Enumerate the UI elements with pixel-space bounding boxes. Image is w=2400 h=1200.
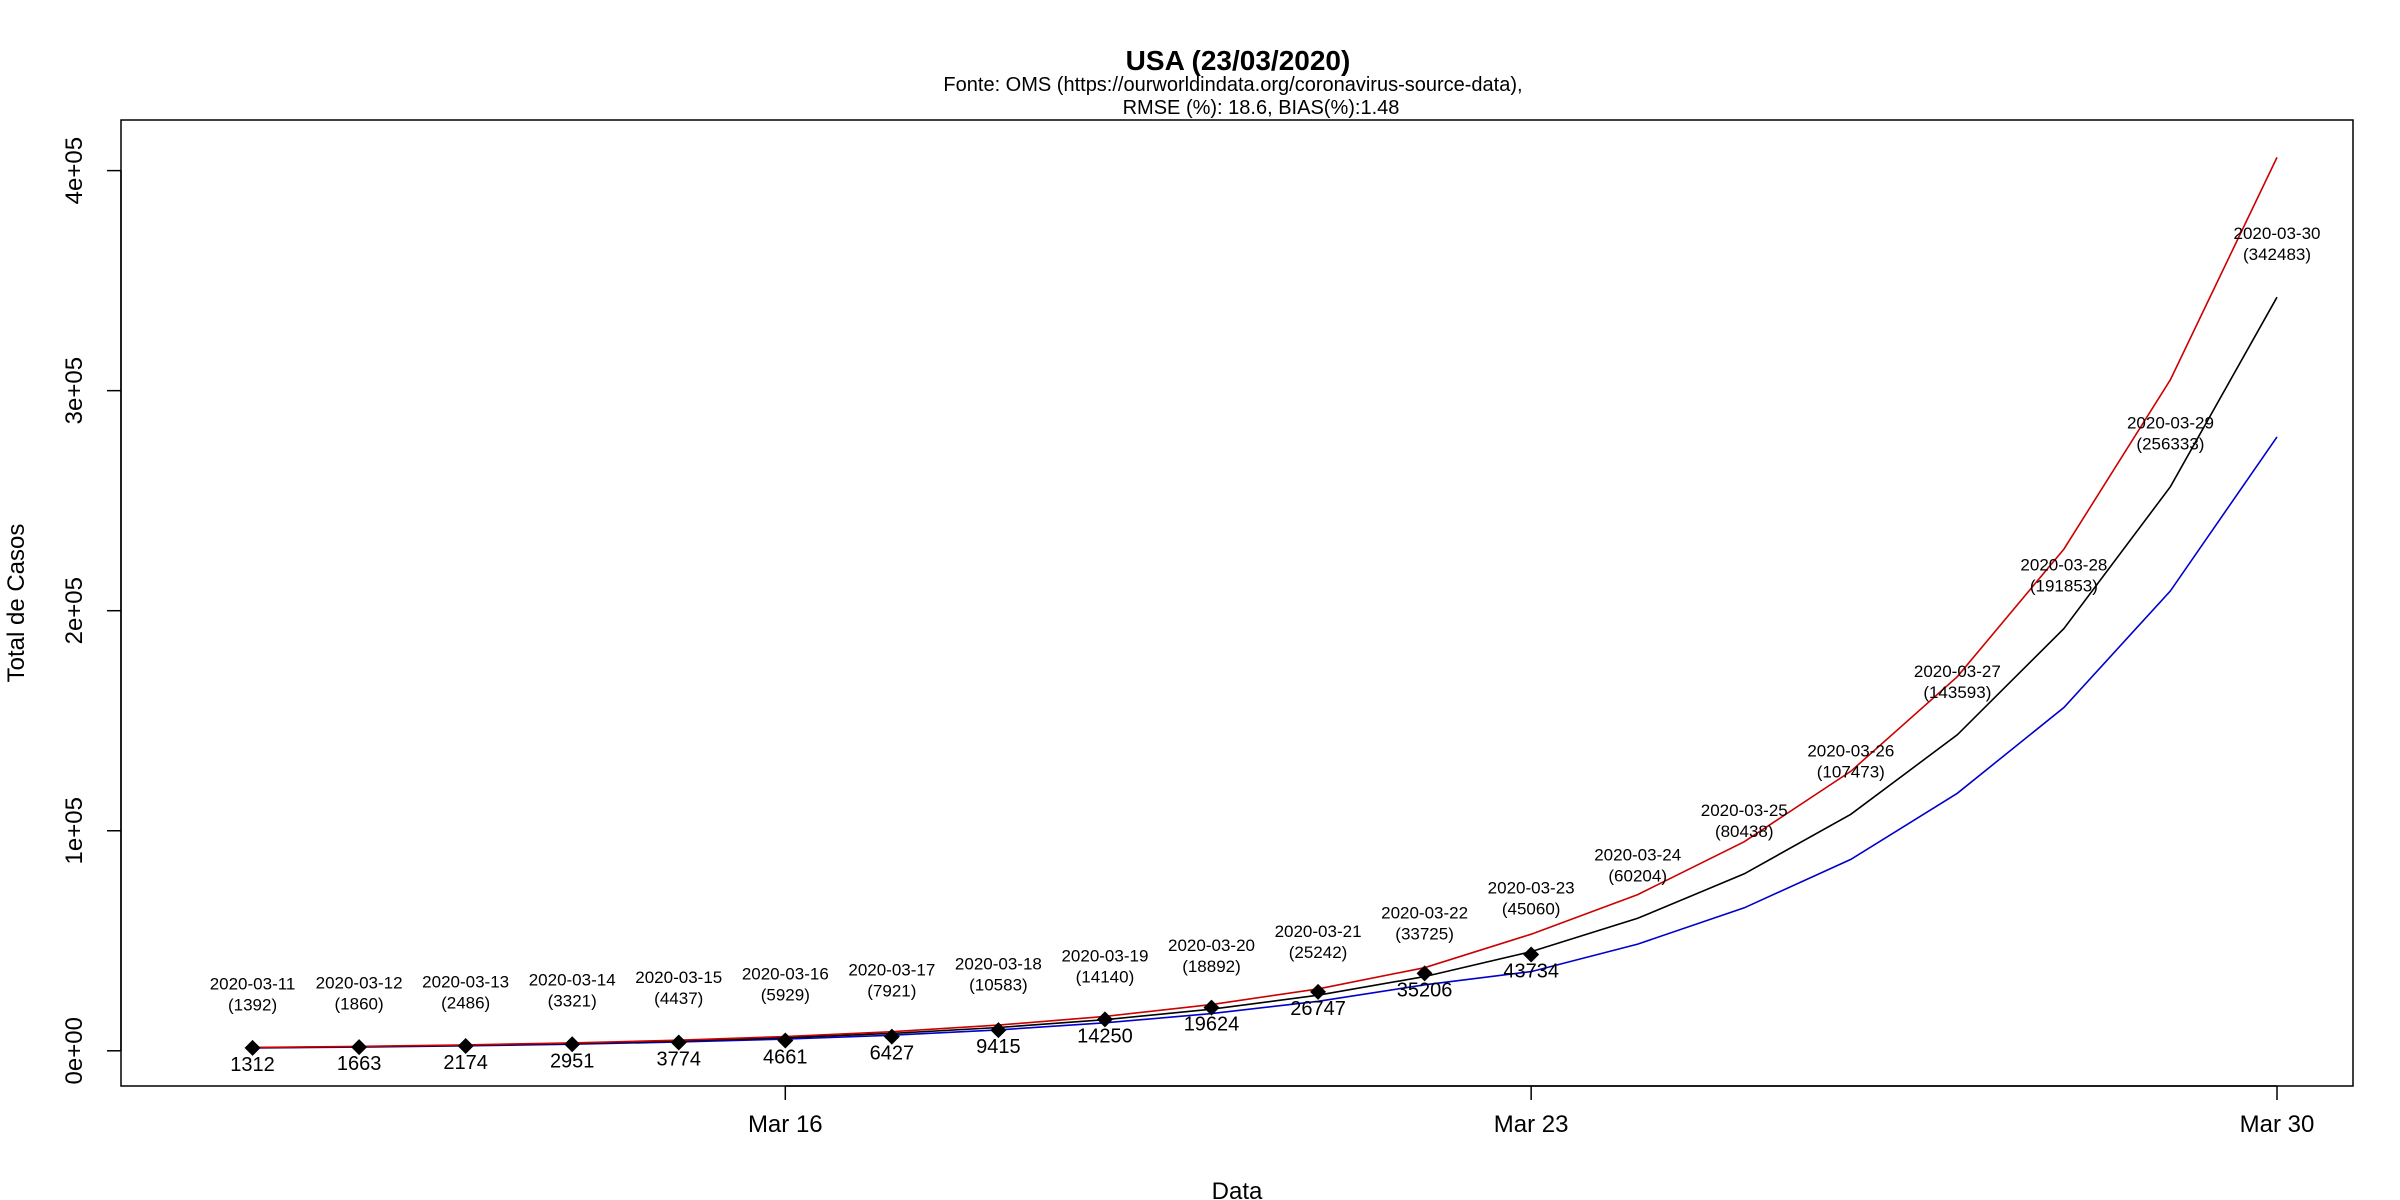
x-axis: Mar 16 Mar 23 Mar 30 — [748, 1085, 2315, 1138]
observed-value-label: 4661 — [763, 1047, 808, 1069]
predicted-date-label: 2020-03-30 — [2234, 224, 2321, 243]
observed-point — [1416, 965, 1433, 982]
observed-point — [1310, 983, 1327, 1000]
observed-point — [457, 1038, 474, 1055]
observed-point — [564, 1036, 581, 1053]
observed-value-label: 1312 — [230, 1054, 275, 1076]
predicted-value-label: (60204) — [1608, 866, 1667, 885]
series-line — [252, 157, 2278, 1049]
observed-point — [990, 1022, 1007, 1039]
observed-point — [244, 1039, 261, 1056]
predicted-date-label: 2020-03-13 — [422, 972, 509, 991]
predicted-date-label: 2020-03-16 — [742, 965, 829, 984]
y-tick-label: 3e+05 — [61, 357, 88, 424]
predicted-value-label: (4437) — [654, 989, 703, 1008]
predicted-date-label: 2020-03-28 — [2020, 556, 2107, 575]
x-axis-title: Data — [1212, 1178, 1263, 1200]
observed-value-label: 2174 — [443, 1052, 488, 1074]
y-tick-label: 2e+05 — [61, 577, 88, 644]
predicted-value-label: (45060) — [1502, 900, 1561, 919]
predicted-value-label: (3321) — [548, 991, 597, 1010]
predicted-date-label: 2020-03-27 — [1914, 662, 2001, 681]
predicted-date-label: 2020-03-11 — [210, 975, 296, 994]
chart-title: USA (23/03/2020) — [1126, 45, 1351, 76]
predicted-date-label: 2020-03-25 — [1701, 801, 1788, 820]
predicted-value-label: (10583) — [969, 976, 1028, 995]
x-tick-label: Mar 30 — [2240, 1111, 2315, 1138]
predicted-date-label: 2020-03-24 — [1594, 845, 1681, 864]
predicted-value-label: (7921) — [867, 981, 916, 1000]
observed-point — [1523, 946, 1540, 963]
y-axis-title: Total de Casos — [3, 524, 30, 683]
observed-point — [883, 1028, 900, 1045]
predicted-value-label: (1392) — [228, 996, 277, 1015]
predicted-date-label: 2020-03-14 — [529, 970, 616, 989]
predicted-date-label: 2020-03-18 — [955, 955, 1042, 974]
predicted-value-label: (80438) — [1715, 822, 1774, 841]
predicted-value-label: (107473) — [1817, 762, 1885, 781]
predicted-value-label: (5929) — [761, 986, 810, 1005]
x-tick-label: Mar 23 — [1494, 1111, 1569, 1138]
predicted-value-label: (14140) — [1076, 968, 1135, 987]
x-tick-label: Mar 16 — [748, 1111, 823, 1138]
predicted-date-label: 2020-03-22 — [1381, 904, 1468, 923]
observed-value-label: 14250 — [1077, 1025, 1133, 1047]
series-line — [252, 436, 2278, 1049]
predicted-value-label: (25242) — [1289, 943, 1348, 962]
observed-value-label: 6427 — [870, 1043, 915, 1065]
observed-point — [1096, 1011, 1113, 1028]
predicted-date-label: 2020-03-26 — [1807, 741, 1894, 760]
predicted-date-label: 2020-03-20 — [1168, 936, 1255, 955]
observed-value-label: 9415 — [976, 1036, 1021, 1058]
chart-subtitle-line-2: RMSE (%): 18.6, BIAS(%):1.48 — [1123, 97, 1400, 119]
predicted-value-label: (342483) — [2243, 245, 2311, 264]
predicted-value-label: (143593) — [1923, 683, 1991, 702]
observed-points — [244, 946, 1540, 1056]
predicted-date-label: 2020-03-17 — [848, 960, 935, 979]
predicted-date-label: 2020-03-19 — [1061, 947, 1148, 966]
observed-point — [670, 1034, 687, 1051]
predicted-value-label: (191853) — [2030, 577, 2098, 596]
y-tick-label: 0e+00 — [61, 1017, 88, 1084]
observed-point — [777, 1032, 794, 1049]
predicted-value-label: (18892) — [1182, 957, 1241, 976]
predicted-date-label: 2020-03-29 — [2127, 414, 2214, 433]
observed-value-label: 43734 — [1503, 961, 1559, 983]
y-tick-label: 1e+05 — [61, 797, 88, 864]
predicted-value-labels: 2020-03-11 (1392) 2020-03-12 (1860) 2020-03-… — [210, 224, 2321, 1015]
observed-point — [351, 1039, 368, 1056]
observed-value-label: 26747 — [1290, 998, 1346, 1020]
observed-value-label: 1663 — [337, 1053, 382, 1075]
predicted-date-label: 2020-03-23 — [1488, 879, 1575, 898]
y-tick-label: 4e+05 — [61, 137, 88, 204]
y-axis: 0e+00 1e+05 2e+05 3e+05 4e+05 — [61, 137, 122, 1084]
observed-point — [1203, 999, 1220, 1016]
series-lines — [252, 157, 2278, 1049]
observed-value-label: 19624 — [1184, 1014, 1240, 1036]
predicted-value-label: (1860) — [335, 995, 384, 1014]
observed-value-label: 2951 — [550, 1050, 595, 1072]
observed-value-labels: 1312 1663 2174 2951 3774 4661 6427 9415 14250 196… — [230, 961, 1559, 1076]
predicted-value-label: (33725) — [1395, 925, 1454, 944]
chart-subtitle-line-1: Fonte: OMS (https://ourworldindata.org/c… — [943, 74, 1522, 96]
observed-value-label: 35206 — [1397, 979, 1453, 1001]
predicted-value-label: (2486) — [441, 993, 490, 1012]
predicted-date-label: 2020-03-12 — [316, 974, 403, 993]
observed-value-label: 3774 — [657, 1048, 702, 1070]
predicted-date-label: 2020-03-15 — [635, 968, 722, 987]
predicted-date-label: 2020-03-21 — [1275, 922, 1362, 941]
predicted-value-label: (256333) — [2136, 435, 2204, 454]
